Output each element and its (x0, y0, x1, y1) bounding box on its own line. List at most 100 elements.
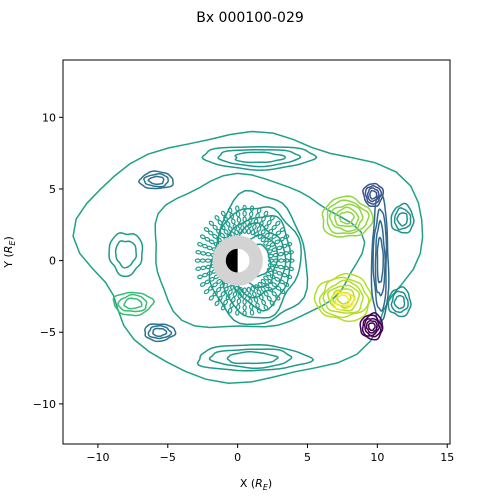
contour-inner-speckle (194, 204, 295, 317)
contour-flank-low-band (370, 194, 390, 325)
contour-line (234, 151, 286, 164)
contour-line (203, 289, 210, 295)
contour-line (195, 266, 202, 271)
x-tick-label: 0 (234, 451, 241, 464)
contour-line (212, 233, 218, 239)
contour-line (331, 288, 356, 309)
contour-line (220, 224, 226, 231)
contour-line (227, 226, 233, 232)
contour-line (242, 310, 247, 317)
contour-line (283, 234, 290, 240)
contour-line (208, 189, 309, 326)
contour-line (208, 348, 293, 370)
contour-line (217, 295, 223, 302)
contour-line (263, 224, 269, 231)
contour-line (271, 291, 277, 297)
contour-line (255, 212, 260, 219)
contour-line (205, 252, 212, 257)
contour-line (390, 202, 415, 234)
contour-line (242, 222, 247, 229)
contour-line (214, 300, 220, 307)
contour-line (231, 218, 236, 225)
contour-line (393, 207, 412, 231)
contour-line (250, 229, 256, 236)
contour-west-blob-north (137, 170, 174, 190)
contour-line (266, 295, 272, 302)
contour-line (237, 292, 242, 299)
contour-line (275, 295, 281, 301)
contour-line (199, 282, 206, 287)
x-tick-label: −10 (86, 451, 109, 464)
contour-line (248, 211, 254, 218)
contour-line (263, 210, 269, 217)
contour-line (252, 223, 257, 230)
x-tick-label: 10 (370, 451, 384, 464)
y-tick-label: 10 (42, 111, 56, 124)
contour-line (359, 312, 384, 341)
contour-line (216, 228, 222, 235)
contour-line (208, 295, 215, 301)
contour-line (195, 250, 202, 255)
contour-line (247, 222, 252, 229)
contour-line (152, 327, 168, 337)
contour-line (261, 215, 266, 222)
contour-line (205, 258, 212, 263)
contour-line (143, 173, 169, 188)
contour-line (235, 211, 241, 218)
contour-line (258, 221, 264, 227)
contour-line (257, 233, 263, 240)
contour-line (374, 219, 386, 297)
x-axis-label: X (RE) (240, 477, 272, 492)
contour-line (266, 219, 272, 226)
contour-line (147, 175, 165, 185)
contour-line (372, 208, 388, 312)
contour-line (214, 215, 220, 221)
earth-marker (212, 235, 263, 286)
contour-line (205, 264, 212, 270)
contour-line (364, 184, 383, 205)
contour-west-blob-south (144, 323, 177, 343)
contour-line (217, 219, 223, 226)
contour-west-mid-north (108, 232, 144, 278)
contour-line (220, 291, 226, 297)
contour-line (282, 251, 289, 256)
contour-outer-envelope (72, 130, 424, 384)
contour-line (250, 285, 256, 292)
contour-line (223, 229, 229, 235)
x-axis: −10 −5 0 5 10 15 (86, 444, 454, 464)
contour-line (267, 253, 274, 259)
contour-line (220, 304, 226, 311)
contour-line (387, 286, 412, 318)
contour-line (256, 207, 262, 214)
contour-line (275, 220, 281, 226)
contour-line (197, 242, 203, 247)
contour-line (370, 194, 390, 325)
contour-line (263, 291, 269, 297)
contour-line (252, 291, 257, 298)
contour-line (362, 182, 385, 208)
contour-line (277, 251, 284, 257)
contour-line (393, 294, 406, 310)
contour-line (363, 317, 381, 337)
contour-line (255, 302, 260, 309)
contour-line (219, 282, 225, 289)
contour-line (321, 195, 374, 238)
contour-line (246, 286, 252, 293)
contour-line (238, 228, 243, 235)
contour-line (72, 130, 424, 384)
contour-line (279, 289, 286, 295)
chart-title: Bx 000100-029 (196, 10, 304, 26)
contour-north-arc (201, 146, 318, 171)
plot-area (72, 130, 424, 384)
contour-line (263, 304, 269, 311)
contour-line (253, 296, 259, 303)
contour-line (229, 302, 235, 309)
contour-line (288, 258, 295, 263)
contour-line (144, 323, 177, 343)
contour-line (235, 205, 240, 212)
contour-line (232, 291, 238, 298)
contour-line (330, 291, 355, 311)
contour-line (260, 229, 266, 235)
contour-line (123, 297, 143, 310)
